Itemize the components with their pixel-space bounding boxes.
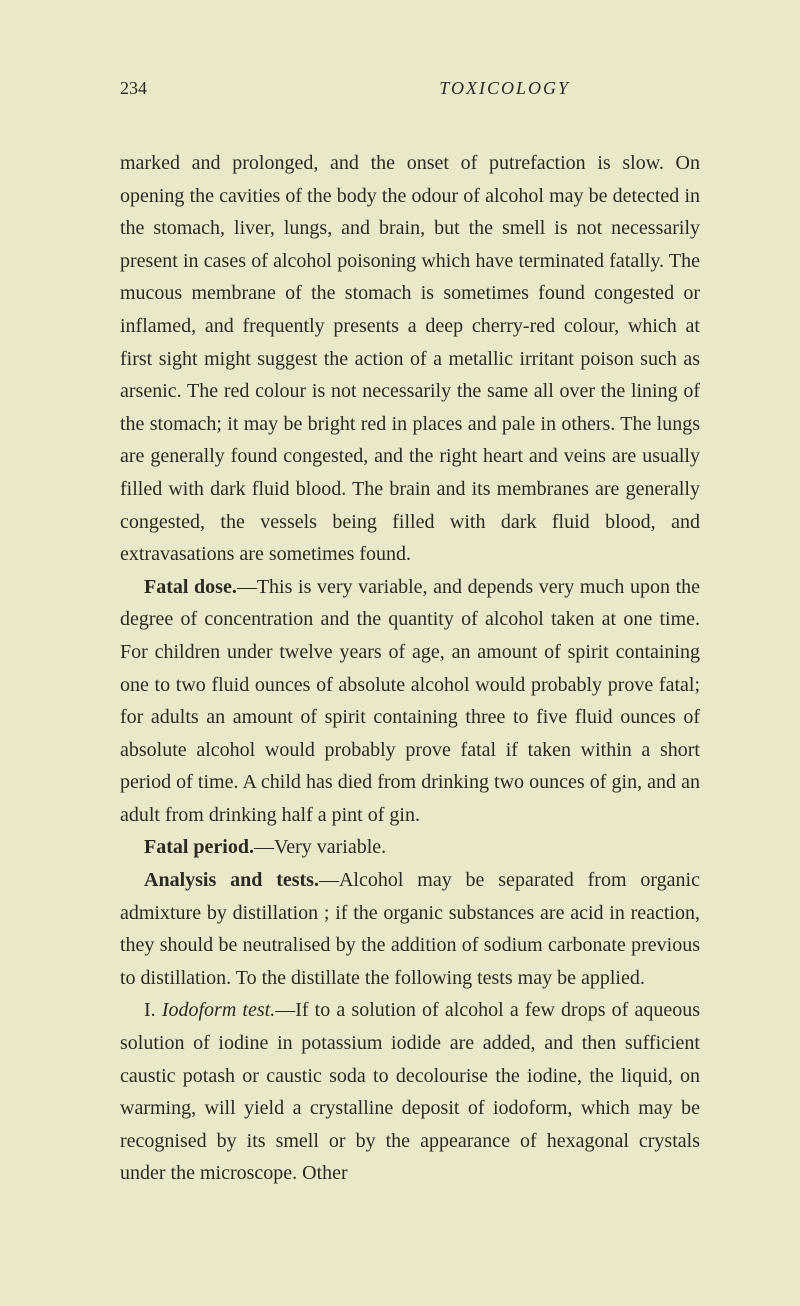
test-name-italic: Iodoform test. (162, 999, 275, 1021)
section-lead: Analysis and tests. (144, 869, 319, 891)
paragraph-continuation: marked and prolonged, and the onset of p… (120, 147, 700, 571)
paragraph-analysis: Analysis and tests.—Alcohol may be separ… (120, 864, 700, 994)
section-lead: Fatal dose. (144, 576, 237, 598)
list-numeral: I. (144, 999, 162, 1021)
running-head: TOXICOLOGY (439, 78, 570, 99)
page-number: 234 (120, 78, 147, 99)
section-lead: Fatal period. (144, 836, 254, 858)
paragraph-text: —If to a solution of alcohol a few drops… (120, 999, 700, 1184)
body-text: marked and prolonged, and the onset of p… (120, 147, 700, 1190)
paragraph-fatal-period: Fatal period.—Very variable. (120, 831, 700, 864)
document-page: 234 TOXICOLOGY marked and prolonged, and… (0, 0, 800, 1306)
page-header: 234 TOXICOLOGY (120, 78, 700, 99)
paragraph-text: —This is very variable, and depends very… (120, 576, 700, 826)
paragraph-fatal-dose: Fatal dose.—This is very variable, and d… (120, 571, 700, 832)
paragraph-text: —Very variable. (254, 836, 386, 858)
paragraph-iodoform: I. Iodoform test.—If to a solution of al… (120, 994, 700, 1190)
